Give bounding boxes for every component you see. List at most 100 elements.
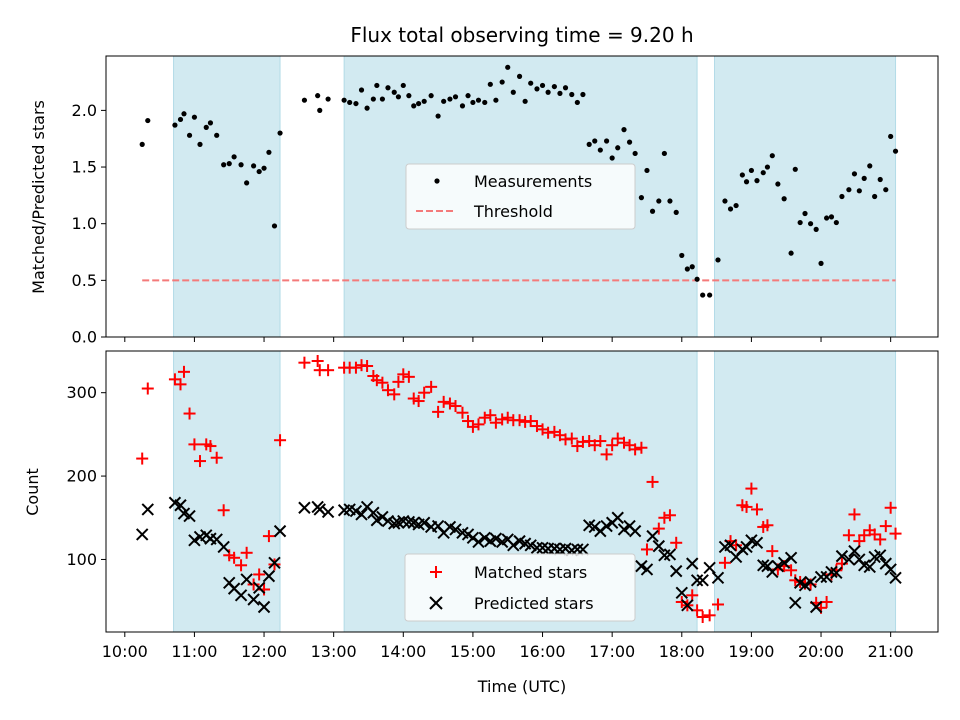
predicted-star-point bbox=[268, 556, 281, 569]
measurement-point bbox=[277, 130, 283, 136]
measurement-point bbox=[374, 82, 380, 89]
matched-star-point bbox=[466, 420, 479, 433]
matched-star-point bbox=[381, 384, 394, 397]
measurement-point bbox=[251, 163, 257, 169]
matched-star-point bbox=[501, 411, 514, 424]
measurement-point bbox=[769, 153, 775, 159]
predicted-star-point bbox=[507, 539, 520, 552]
predicted-star-point bbox=[750, 536, 764, 549]
predicted-star-point bbox=[183, 509, 196, 523]
predicted-star-point bbox=[135, 528, 149, 541]
predicted-star-point bbox=[252, 581, 266, 595]
measurement-point bbox=[231, 154, 237, 160]
matched-star-point bbox=[663, 509, 676, 522]
x-tick-label: 20:00 bbox=[798, 642, 844, 661]
measurement-point bbox=[807, 221, 814, 227]
matched-stars-points bbox=[136, 355, 902, 623]
star-count-panel: 100 200 300 10:00 11:00 12:00 13:00 14:00 15:00… bbox=[23, 350, 939, 696]
legend-matched-marker bbox=[430, 566, 442, 578]
y-tick-label: 300 bbox=[66, 383, 97, 402]
top-x-ticks bbox=[124, 337, 892, 342]
matched-star-point bbox=[761, 519, 774, 532]
matched-star-point bbox=[711, 598, 724, 611]
predicted-star-point bbox=[617, 523, 631, 536]
predicted-star-point bbox=[576, 543, 590, 556]
predicted-star-point bbox=[174, 499, 187, 512]
legend-threshold-label: Threshold bbox=[473, 202, 553, 221]
measurement-point bbox=[727, 206, 734, 212]
flux-ratio-panel: 0.0 0.5 1.0 1.5 2.0 Flux total observing tim… bbox=[29, 23, 939, 347]
x-tick-label: 18:00 bbox=[659, 642, 705, 661]
matched-star-point bbox=[874, 533, 887, 546]
measurement-point bbox=[739, 172, 745, 178]
measurement-point bbox=[411, 103, 417, 109]
matched-star-point bbox=[298, 356, 311, 369]
predicted-star-point bbox=[367, 506, 380, 519]
measurement-point bbox=[416, 100, 422, 107]
x-tick-label: 16:00 bbox=[519, 642, 565, 661]
matched-star-point bbox=[524, 415, 537, 428]
measurement-point bbox=[499, 79, 505, 85]
matched-star-point bbox=[311, 355, 324, 368]
bottom-x-ticks: 10:00 11:00 12:00 13:00 14:00 15:00 16:00 17:00… bbox=[102, 632, 914, 661]
measurement-point bbox=[465, 93, 471, 99]
measurement-point bbox=[877, 176, 883, 183]
measurement-points bbox=[139, 64, 899, 298]
predicted-star-point bbox=[771, 559, 785, 573]
x-tick-label: 13:00 bbox=[311, 642, 357, 661]
matched-star-point bbox=[611, 432, 624, 445]
measurement-point bbox=[534, 86, 540, 92]
measurement-point bbox=[667, 198, 673, 204]
measurement-point bbox=[743, 179, 750, 185]
matched-star-point bbox=[472, 418, 485, 431]
measurement-point bbox=[883, 187, 889, 193]
measurement-point bbox=[797, 219, 803, 226]
measurement-point bbox=[203, 124, 209, 130]
predicted-star-point bbox=[804, 575, 817, 589]
predicted-star-point bbox=[478, 531, 491, 544]
matched-star-point bbox=[235, 559, 248, 572]
matched-star-point bbox=[204, 440, 217, 453]
measurement-point bbox=[839, 193, 845, 200]
matched-star-point bbox=[640, 543, 653, 556]
matched-star-point bbox=[594, 435, 607, 448]
y-tick-label: 1.5 bbox=[72, 158, 97, 177]
y-tick-label: 100 bbox=[66, 550, 97, 569]
matched-star-point bbox=[412, 395, 425, 408]
measurement-point bbox=[545, 89, 551, 95]
measurement-point bbox=[400, 82, 406, 89]
predicted-star-point bbox=[809, 600, 823, 614]
measurement-point bbox=[638, 195, 645, 201]
predicted-star-point bbox=[313, 503, 326, 516]
matched-star-point bbox=[652, 522, 665, 535]
measurement-point bbox=[470, 99, 476, 106]
matched-star-point bbox=[402, 370, 415, 383]
matched-star-point bbox=[418, 386, 431, 399]
measurement-point bbox=[707, 292, 713, 298]
legend-matched-label: Matched stars bbox=[474, 563, 587, 582]
measurement-point bbox=[487, 81, 493, 87]
predicted-star-point bbox=[530, 541, 544, 554]
matched-star-point bbox=[730, 539, 743, 552]
matched-star-point bbox=[606, 439, 619, 452]
measurement-point bbox=[833, 219, 839, 226]
measurement-point bbox=[846, 187, 852, 193]
measurement-point bbox=[528, 80, 534, 86]
predicted-star-point bbox=[188, 534, 201, 547]
measurement-point bbox=[694, 276, 700, 282]
predicted-star-point bbox=[830, 566, 843, 580]
predicted-star-point bbox=[262, 569, 276, 583]
predicted-star-point bbox=[681, 599, 694, 612]
bottom-y-axis-label: Count bbox=[23, 468, 42, 516]
x-tick-label: 21:00 bbox=[868, 642, 914, 661]
matched-star-point bbox=[565, 432, 578, 445]
predicted-star-point bbox=[889, 571, 902, 585]
x-tick-label: 15:00 bbox=[450, 642, 496, 661]
measurement-point bbox=[673, 209, 679, 215]
measurement-point bbox=[177, 116, 184, 123]
measurement-point bbox=[626, 139, 633, 145]
matched-star-point bbox=[392, 375, 405, 388]
predicted-star-point bbox=[402, 515, 416, 529]
predicted-star-point bbox=[696, 574, 709, 587]
